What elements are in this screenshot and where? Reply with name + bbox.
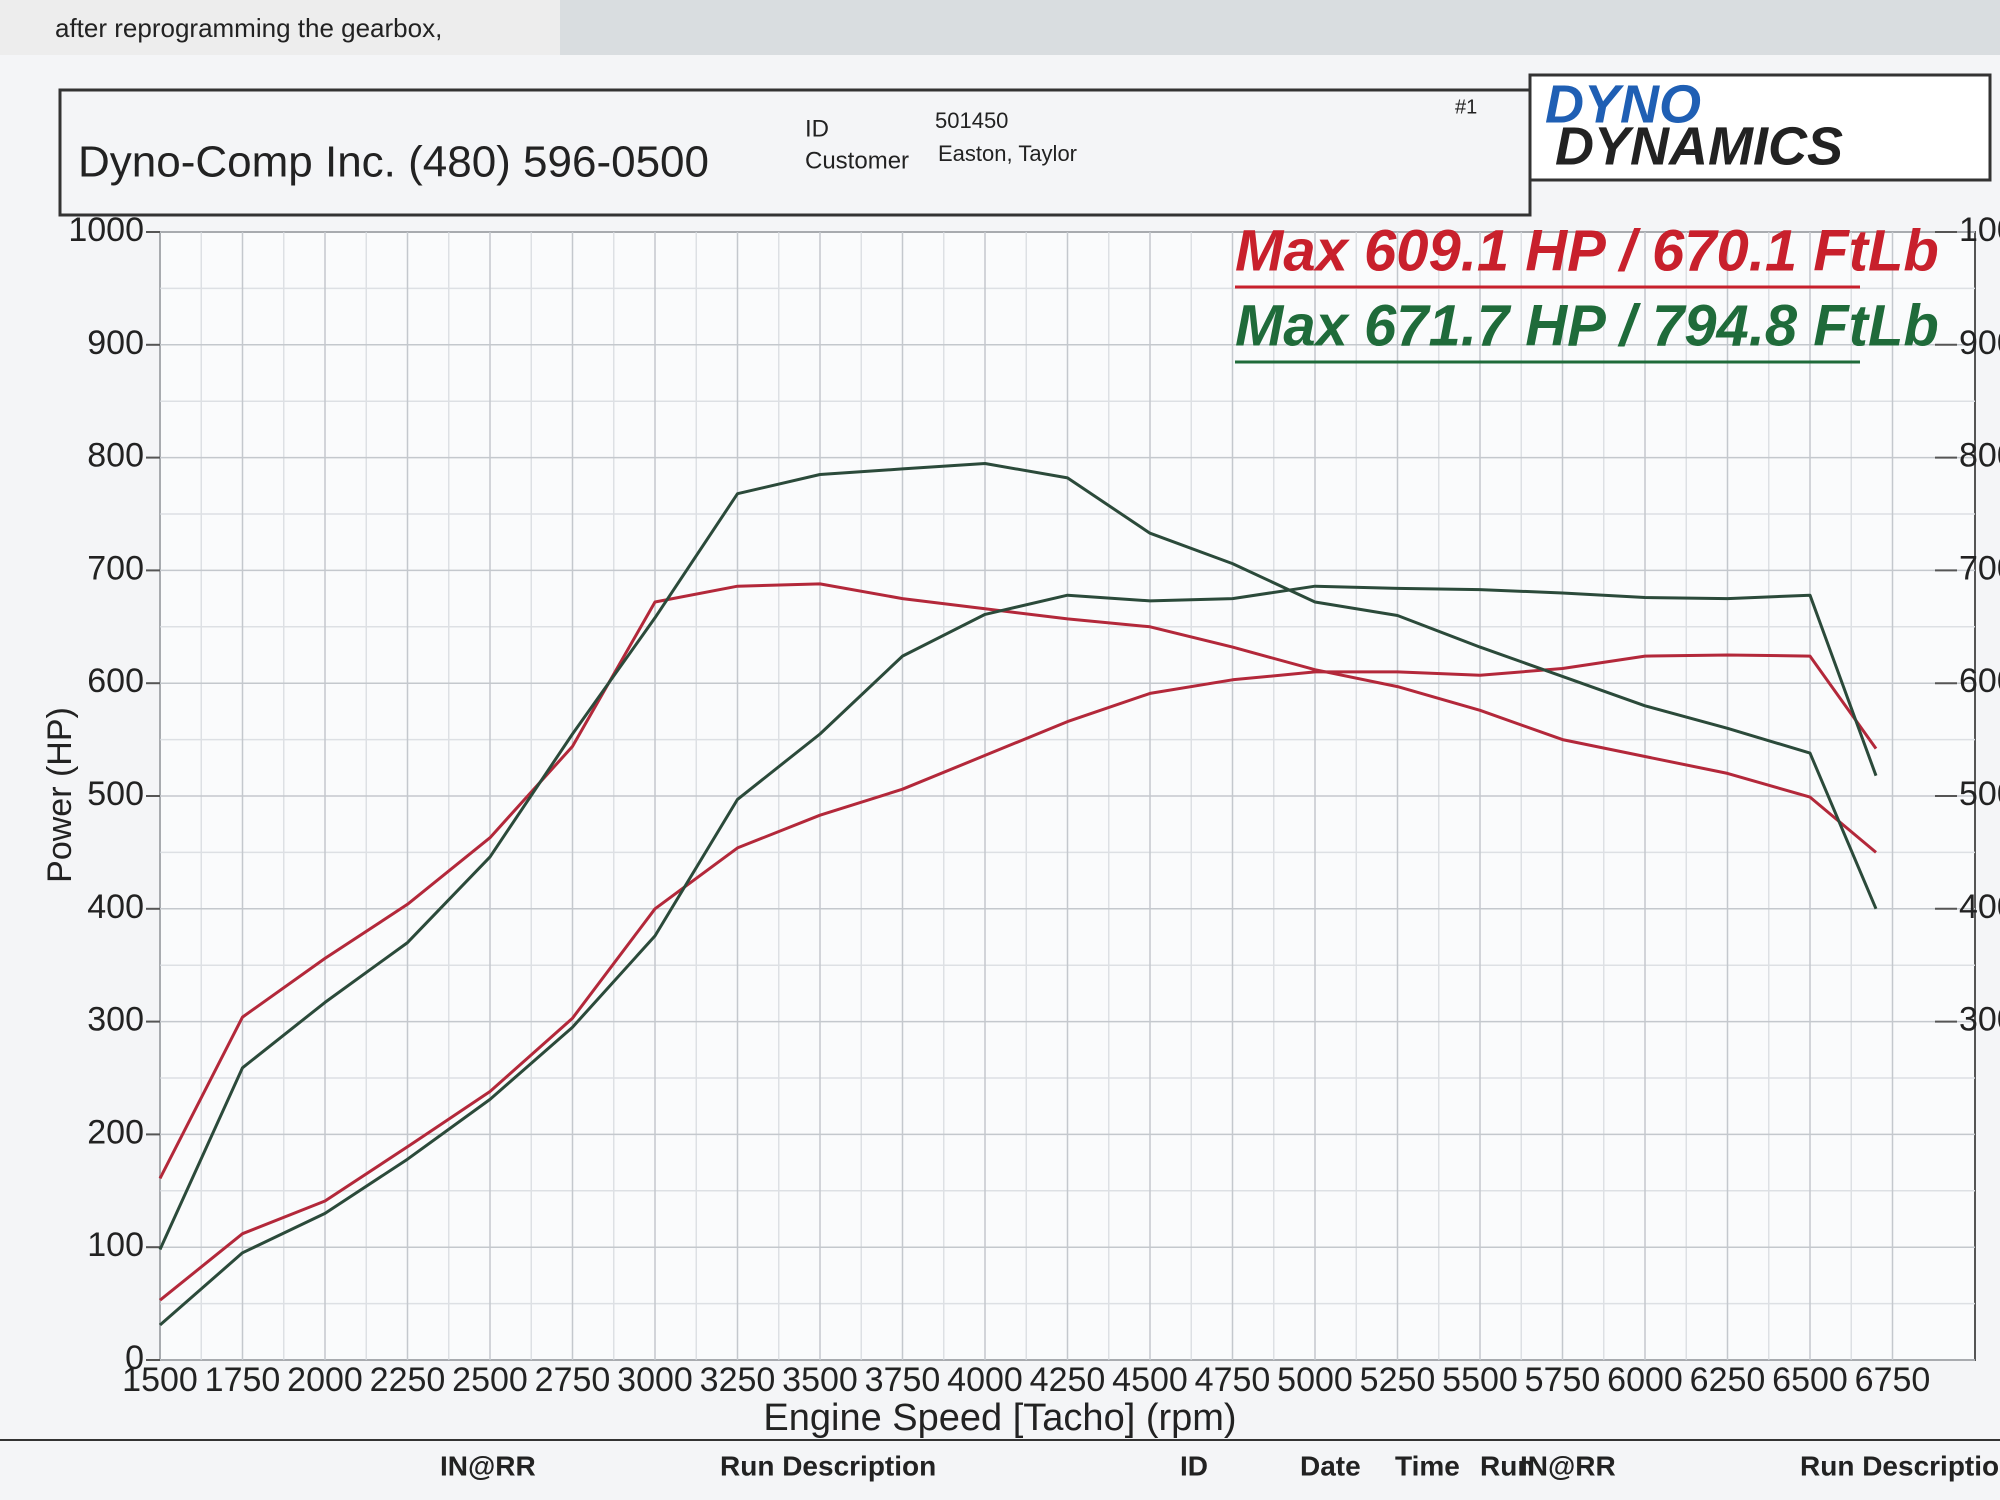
y2-tick-label: 1000 xyxy=(1959,211,2000,249)
x-tick-label: 5750 xyxy=(1525,1361,1601,1399)
footer-header: ID xyxy=(1180,1450,1208,1481)
footer-header: Run xyxy=(1480,1450,1534,1481)
x-tick-label: 6500 xyxy=(1772,1361,1848,1399)
y-tick-label: 0 xyxy=(125,1339,144,1377)
y-tick-label: 800 xyxy=(87,437,144,475)
y-tick-label: 1000 xyxy=(68,211,144,249)
y2-tick-label: 600 xyxy=(1959,662,2000,700)
y-axis-title: Power (HP) xyxy=(41,707,79,883)
company: Dyno-Comp Inc. (480) 596-0500 xyxy=(78,138,709,187)
run-number: #1 xyxy=(1455,96,1477,118)
legend-entry: Max 609.1 HP / 670.1 FtLb xyxy=(1235,218,1939,283)
x-tick-label: 4250 xyxy=(1030,1361,1106,1399)
footer-header: IN@RR xyxy=(1520,1450,1616,1481)
footer-header: Date xyxy=(1300,1450,1361,1481)
y2-tick-label: 400 xyxy=(1959,888,2000,926)
logo-bottom: DYNAMICS xyxy=(1555,116,1843,176)
x-tick-label: 6750 xyxy=(1855,1361,1931,1399)
x-tick-label: 3000 xyxy=(617,1361,693,1399)
x-axis-title: Engine Speed [Tacho] (rpm) xyxy=(763,1397,1236,1439)
x-tick-label: 2250 xyxy=(370,1361,446,1399)
top-note: after reprogramming the gearbox, xyxy=(55,13,442,43)
y2-tick-label: 500 xyxy=(1959,775,2000,813)
y2-tick-label: 800 xyxy=(1959,437,2000,475)
y-tick-label: 200 xyxy=(87,1113,144,1151)
y-tick-label: 500 xyxy=(87,775,144,813)
customer: Easton, Taylor xyxy=(938,141,1077,166)
x-tick-label: 6250 xyxy=(1690,1361,1766,1399)
y-tick-label: 600 xyxy=(87,662,144,700)
legend-entry: Max 671.7 HP / 794.8 FtLb xyxy=(1235,293,1939,358)
x-tick-label: 3500 xyxy=(782,1361,858,1399)
footer-header: IN@RR xyxy=(440,1450,536,1481)
logo-box xyxy=(1528,73,1992,182)
x-tick-label: 3250 xyxy=(700,1361,776,1399)
y-tick-label: 900 xyxy=(87,324,144,362)
y-tick-label: 300 xyxy=(87,1001,144,1039)
top-note-paper xyxy=(0,0,560,55)
x-tick-label: 5250 xyxy=(1360,1361,1436,1399)
customer-label: Customer xyxy=(805,147,909,174)
footer-header: Time xyxy=(1395,1450,1460,1481)
id-label: ID xyxy=(805,115,829,142)
y2-tick-label: 700 xyxy=(1959,549,2000,587)
y-tick-label: 100 xyxy=(87,1226,144,1264)
series-line xyxy=(158,462,1878,1251)
x-tick-label: 3750 xyxy=(865,1361,941,1399)
x-tick-label: 5500 xyxy=(1442,1361,1518,1399)
y2-tick-label: 300 xyxy=(1959,1001,2000,1039)
y2-tick-label: 900 xyxy=(1959,324,2000,362)
x-tick-label: 2500 xyxy=(452,1361,528,1399)
series-line xyxy=(158,582,1877,1180)
series-line xyxy=(159,653,1878,1302)
x-tick-label: 4500 xyxy=(1112,1361,1188,1399)
x-tick-label: 2750 xyxy=(535,1361,611,1399)
logo-top: DYNO xyxy=(1545,74,1701,134)
x-tick-label: 4000 xyxy=(947,1361,1023,1399)
x-tick-label: 4750 xyxy=(1195,1361,1271,1399)
y-tick-label: 700 xyxy=(87,549,144,587)
id: 501450 xyxy=(935,108,1008,133)
x-tick-label: 6000 xyxy=(1607,1361,1683,1399)
x-tick-label: 1750 xyxy=(205,1361,281,1399)
y-tick-label: 400 xyxy=(87,888,144,926)
series-line xyxy=(159,584,1878,1327)
footer-header: Run Description xyxy=(720,1450,936,1481)
x-tick-label: 5000 xyxy=(1277,1361,1353,1399)
footer-header: Run Description xyxy=(1800,1450,2000,1481)
x-tick-label: 1500 xyxy=(122,1361,198,1399)
x-tick-label: 2000 xyxy=(287,1361,363,1399)
